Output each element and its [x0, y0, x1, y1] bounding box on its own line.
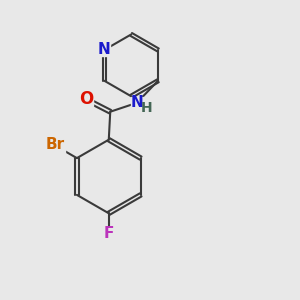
Bar	[80, 93, 93, 106]
Text: N: N	[98, 42, 111, 57]
Bar	[48, 140, 65, 153]
Text: F: F	[103, 226, 114, 242]
Text: N: N	[130, 95, 143, 110]
Text: O: O	[79, 90, 93, 108]
Text: H: H	[141, 101, 153, 115]
Text: Br: Br	[46, 137, 64, 152]
Bar	[98, 44, 110, 56]
Bar	[131, 97, 142, 109]
Bar	[103, 228, 114, 240]
